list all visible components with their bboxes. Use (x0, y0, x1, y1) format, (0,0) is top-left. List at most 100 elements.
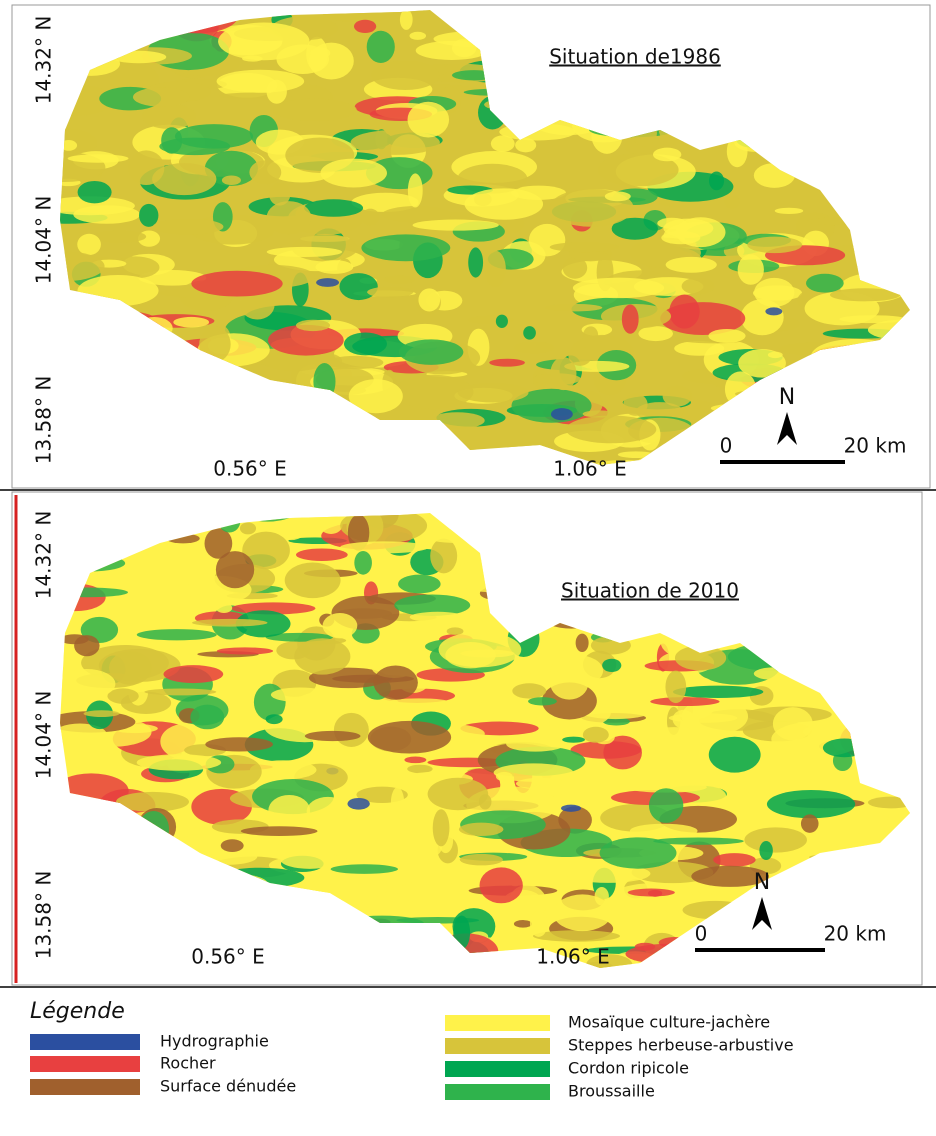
lon-label: 0.56° E (191, 945, 265, 969)
legend-swatch (445, 1084, 550, 1100)
land-patch (137, 754, 221, 771)
land-patch (765, 307, 782, 315)
land-patch (622, 304, 639, 333)
land-patch (650, 697, 719, 706)
legend-swatch (445, 1015, 550, 1031)
land-patch (506, 736, 565, 751)
land-patch (653, 148, 681, 162)
land-patch (153, 219, 224, 235)
land-patch (397, 881, 462, 904)
land-patch (267, 201, 312, 234)
land-patch (496, 772, 513, 781)
land-patch (753, 285, 802, 300)
land-patch (561, 805, 581, 812)
land-patch (191, 271, 282, 297)
legend-swatch (30, 1034, 140, 1050)
land-patch (296, 548, 348, 561)
land-patch (285, 562, 341, 598)
land-patch (512, 683, 546, 698)
land-patch (304, 199, 363, 217)
land-patch (600, 837, 677, 868)
land-patch (331, 864, 398, 874)
land-patch (368, 721, 451, 754)
land-patch (216, 551, 254, 588)
land-patch (339, 273, 377, 300)
land-patch (400, 9, 413, 30)
land-patch (724, 196, 739, 209)
land-patch (161, 127, 182, 153)
land-patch (669, 713, 738, 723)
land-patch (371, 60, 439, 89)
land-patch (741, 299, 784, 335)
land-patch (666, 257, 717, 273)
legend-swatch (30, 1056, 140, 1072)
lon-label: 0.56° E (213, 457, 287, 481)
land-patch (430, 538, 457, 573)
legend-swatch (445, 1061, 550, 1077)
land-patch (726, 787, 751, 815)
land-patch (241, 826, 318, 836)
land-patch (550, 357, 576, 390)
land-patch (268, 795, 310, 826)
land-patch (605, 192, 631, 202)
land-patch (408, 173, 423, 207)
legend-swatch (445, 1038, 550, 1054)
scale-start: 0 (720, 434, 733, 458)
land-patch (398, 575, 441, 594)
land-patch (465, 188, 544, 219)
scale-end: 20 km (824, 922, 887, 946)
land-patch (460, 854, 503, 865)
land-patch (539, 629, 567, 655)
land-patch (273, 99, 357, 122)
land-patch (78, 181, 112, 203)
land-patch (77, 234, 101, 255)
lon-label: 1.06° E (553, 457, 627, 481)
land-patch (744, 827, 807, 852)
land-patch (663, 219, 713, 238)
land-patch (459, 823, 504, 836)
land-patch (382, 832, 442, 861)
land-patch (83, 710, 119, 717)
land-patch (550, 668, 588, 700)
land-patch (404, 757, 426, 764)
lat-label: 13.58° N (32, 871, 56, 960)
land-patch (391, 787, 404, 819)
land-patch (623, 393, 647, 416)
lon-label: 1.06° E (536, 945, 610, 969)
land-patch (562, 737, 585, 743)
scale-end: 20 km (844, 434, 907, 458)
lat-label: 14.04° N (32, 196, 56, 285)
lat-label: 14.32° N (32, 511, 56, 600)
land-patch (354, 551, 372, 575)
land-patch (68, 154, 129, 163)
north-label: N (779, 385, 795, 410)
land-patch (468, 247, 483, 277)
land-patch (628, 889, 675, 897)
land-patch (205, 737, 273, 751)
land-patch (413, 220, 499, 231)
land-patch (218, 23, 309, 61)
land-patch (74, 635, 99, 656)
land-patch (139, 204, 158, 227)
land-patch (280, 850, 339, 869)
land-patch (516, 778, 565, 790)
land-patch (801, 814, 819, 833)
land-patch (316, 278, 339, 287)
land-patch (576, 634, 589, 652)
legend-label: Mosaïque culture-jachère (568, 1013, 770, 1032)
land-patch (649, 788, 683, 823)
land-patch (137, 629, 217, 640)
land-patch (550, 242, 619, 252)
legend-label: Rocher (160, 1054, 216, 1073)
lat-label: 13.58° N (32, 376, 56, 465)
scale-start: 0 (695, 922, 708, 946)
land-patch (408, 102, 450, 138)
land-patch (806, 274, 844, 293)
land-patch (320, 159, 387, 188)
land-patch (709, 171, 724, 190)
land-patch (529, 224, 565, 256)
land-patch (217, 647, 273, 654)
land-patch (638, 326, 673, 341)
land-patch (759, 841, 772, 860)
figure: Situation de198614.32° N14.04° N13.58° N… (0, 0, 936, 1136)
